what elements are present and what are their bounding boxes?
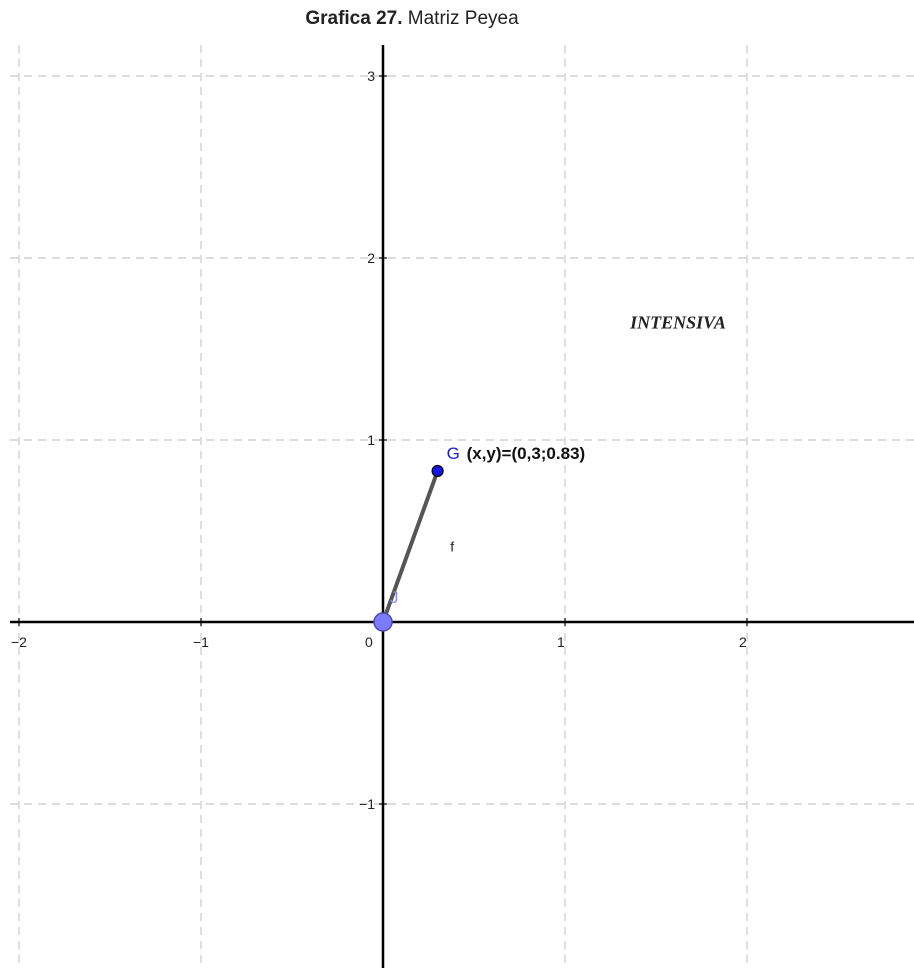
x-tick-label: −1 [193, 634, 209, 650]
axes [10, 45, 914, 968]
x-tick-label: −2 [11, 634, 27, 650]
x-tick-label: 0 [365, 634, 373, 650]
point-label-j: J [390, 588, 399, 607]
segment-label: f [450, 538, 454, 554]
x-tick-label: 1 [557, 634, 565, 650]
chart-marks: f J G (x,y)=(0,3;0.83) INTENSIVA [373, 313, 726, 632]
y-tick-label: −1 [359, 796, 375, 812]
y-tick-label: 1 [367, 432, 375, 448]
segment-f [381, 470, 440, 623]
region-label-intensiva: INTENSIVA [629, 313, 726, 333]
grid [10, 45, 914, 968]
y-tick-label: 3 [367, 68, 375, 84]
chart-title-bold: Grafica 27. [305, 8, 403, 29]
y-tick-label: 2 [367, 250, 375, 266]
x-tick-label: 2 [739, 634, 747, 650]
point-g[interactable] [431, 464, 444, 478]
point-coordinates-label: (x,y)=(0,3;0.83) [467, 444, 586, 463]
point-label-g: G [447, 444, 460, 463]
tick-labels: −2 −1 0 1 2 −1 1 2 3 [11, 68, 747, 812]
point-j[interactable] [373, 612, 393, 632]
chart-title: Grafica 27. Matriz Peyea [0, 8, 824, 30]
chart-title-rest: Matriz Peyea [402, 8, 519, 29]
